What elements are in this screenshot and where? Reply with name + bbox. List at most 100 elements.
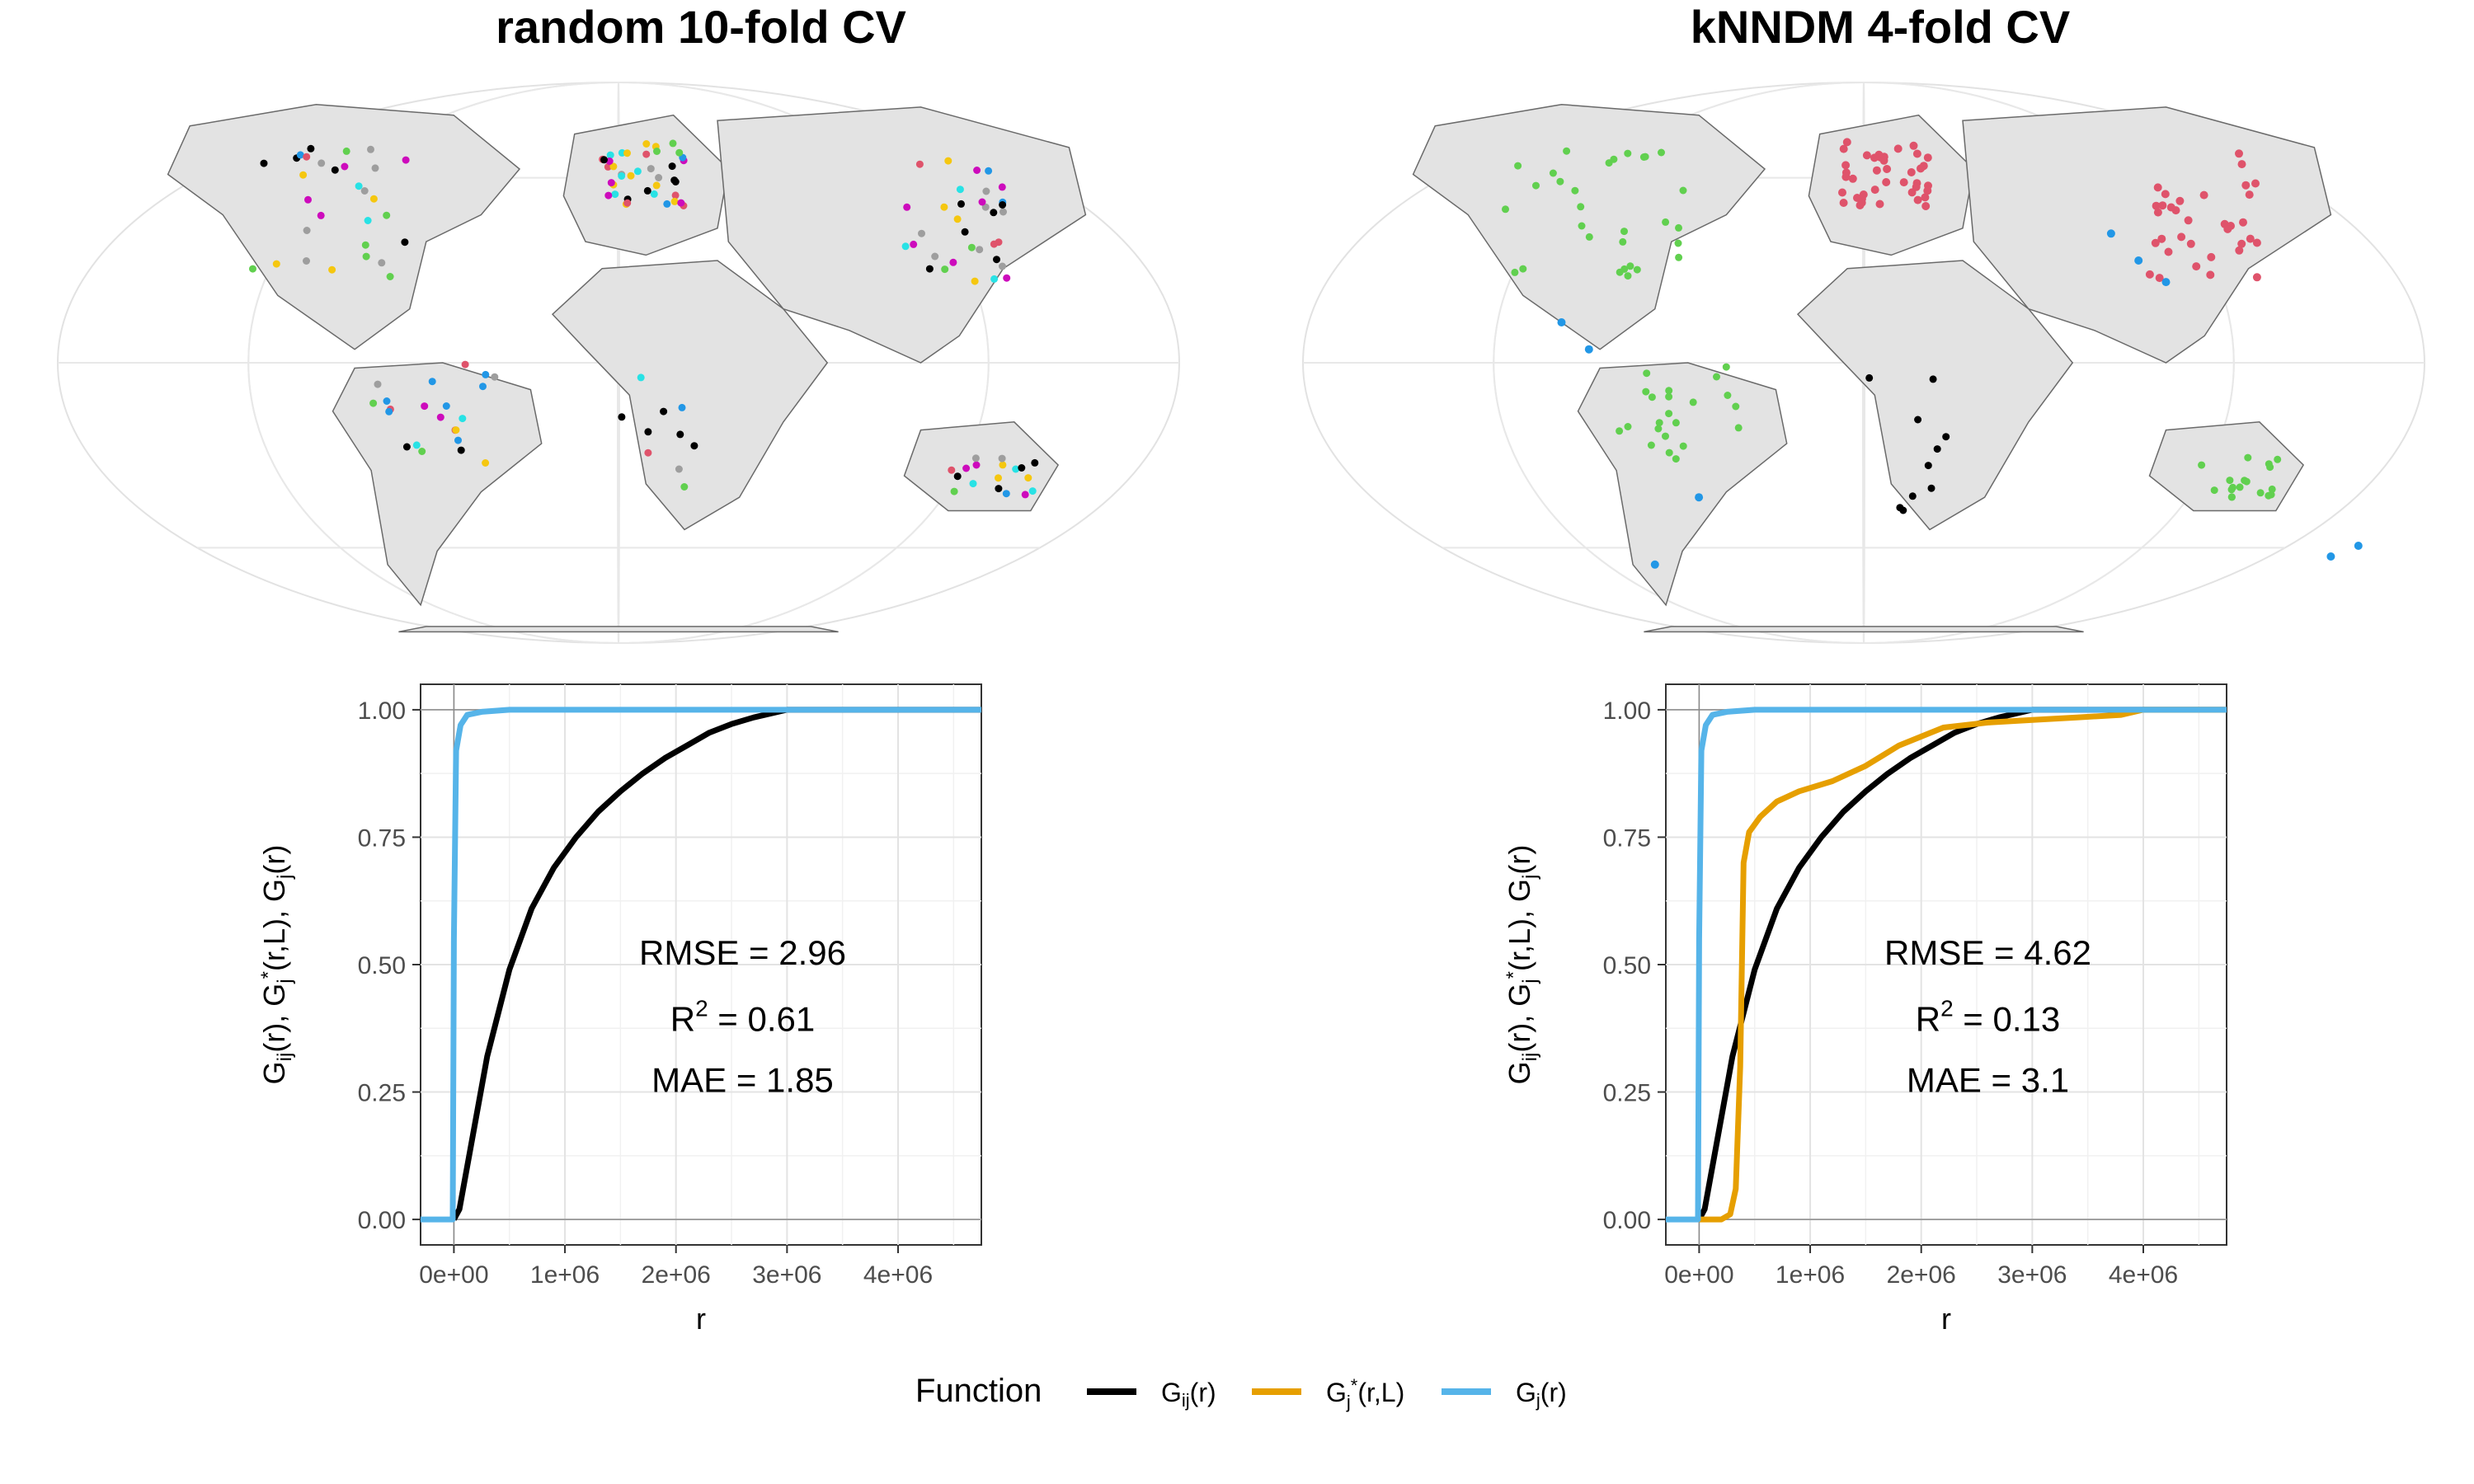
sample-point: [901, 242, 910, 251]
sample-point: [606, 151, 614, 159]
sample-point: [2157, 234, 2166, 243]
sample-point: [990, 275, 999, 283]
sample-point: [643, 186, 651, 195]
sample-point: [1024, 474, 1032, 482]
map-landmass: [332, 362, 543, 607]
sample-point: [2265, 491, 2273, 500]
sample-point: [1519, 265, 1527, 273]
sample-point: [1919, 162, 1928, 171]
sample-point: [1734, 424, 1743, 432]
sample-point: [2207, 252, 2216, 261]
sample-point: [2326, 552, 2335, 561]
sample-point: [1018, 464, 1026, 472]
sample-point: [967, 243, 976, 251]
y-tick-label: 0.50: [1603, 952, 1651, 979]
sample-point: [669, 139, 677, 148]
sample-point: [642, 140, 651, 148]
y-tick-label: 0.25: [358, 1080, 406, 1107]
sample-point: [2244, 453, 2252, 462]
sample-point: [317, 159, 326, 167]
sample-point: [452, 426, 460, 434]
sample-point: [421, 402, 429, 411]
sample-point: [1650, 560, 1659, 569]
sample-point: [1549, 169, 1557, 177]
sample-point: [670, 197, 679, 205]
sample-point: [2192, 262, 2201, 271]
y-axis-title: Gij(r), Gj*(r,L), Gj(r): [257, 845, 296, 1085]
sample-point: [1626, 262, 1634, 270]
sample-point: [2223, 224, 2232, 233]
sample-point: [2161, 190, 2170, 199]
sample-point: [690, 442, 698, 450]
sample-point: [671, 191, 680, 200]
sample-point: [272, 260, 280, 268]
x-axis-title: r: [696, 1302, 706, 1336]
sample-point: [1842, 138, 1851, 147]
sample-point: [678, 403, 686, 411]
sample-point: [442, 402, 450, 410]
sample-point: [1923, 186, 1932, 195]
sample-point: [341, 162, 349, 171]
sample-point: [1859, 190, 1868, 199]
sample-point: [604, 162, 612, 171]
sample-point: [1933, 445, 1941, 453]
legend-label-gij: Gij(r): [1161, 1378, 1216, 1411]
map-landmass: [551, 260, 829, 531]
sample-point: [668, 162, 676, 171]
sample-point: [618, 413, 626, 421]
sample-point: [953, 215, 962, 223]
sample-point: [623, 149, 631, 157]
map-landmass: [903, 421, 1060, 512]
sample-point: [1865, 373, 1874, 382]
y-tick-label: 1.00: [1603, 697, 1651, 725]
sample-point: [982, 187, 990, 195]
sample-point: [2226, 477, 2234, 485]
sample-point: [361, 241, 369, 249]
sample-point: [2175, 196, 2185, 205]
sample-point: [1896, 504, 1904, 512]
sample-point: [317, 211, 325, 219]
sample-point: [1620, 265, 1629, 273]
x-tick-label: 2e+06: [642, 1261, 711, 1289]
sample-point: [1028, 487, 1037, 495]
sample-point: [985, 167, 993, 175]
sample-point: [653, 148, 661, 155]
sample-point: [1857, 198, 1866, 207]
map-landmass: [1577, 362, 1788, 607]
sample-point: [995, 474, 1002, 482]
sample-point: [1556, 177, 1564, 186]
sample-point: [1624, 272, 1632, 280]
sample-point: [418, 448, 426, 455]
sample-point: [1619, 237, 1627, 246]
map-landmass: [1644, 626, 2084, 633]
legend-label-gj-star: Gj*(r,L): [1326, 1375, 1404, 1412]
r2-label: R2 = 0.61: [670, 995, 816, 1038]
sample-point: [2184, 216, 2193, 225]
sample-point: [972, 461, 981, 469]
sample-point: [1912, 182, 1921, 191]
sample-point: [360, 187, 369, 195]
sample-point: [457, 446, 465, 454]
sample-point: [378, 259, 386, 267]
sample-point: [1914, 416, 1922, 424]
sample-point: [1838, 188, 1846, 197]
sample-point: [2266, 463, 2274, 472]
sample-point: [950, 487, 958, 495]
sample-point: [1655, 419, 1663, 427]
sample-point: [995, 485, 1003, 493]
sample-point: [931, 252, 939, 261]
sample-point: [1679, 442, 1687, 450]
y-tick-label: 0.00: [358, 1207, 406, 1234]
sample-point: [1571, 186, 1579, 195]
sample-point: [402, 156, 410, 164]
sample-point: [364, 217, 372, 224]
rmse-label: RMSE = 2.96: [639, 933, 846, 972]
sample-point: [2155, 274, 2164, 283]
sample-point: [993, 256, 1000, 264]
sample-point: [941, 265, 949, 274]
sample-point: [2153, 208, 2162, 217]
sample-point: [623, 199, 632, 207]
sample-point: [1899, 178, 1908, 187]
sample-point: [1870, 153, 1879, 162]
sample-point: [1839, 199, 1848, 207]
